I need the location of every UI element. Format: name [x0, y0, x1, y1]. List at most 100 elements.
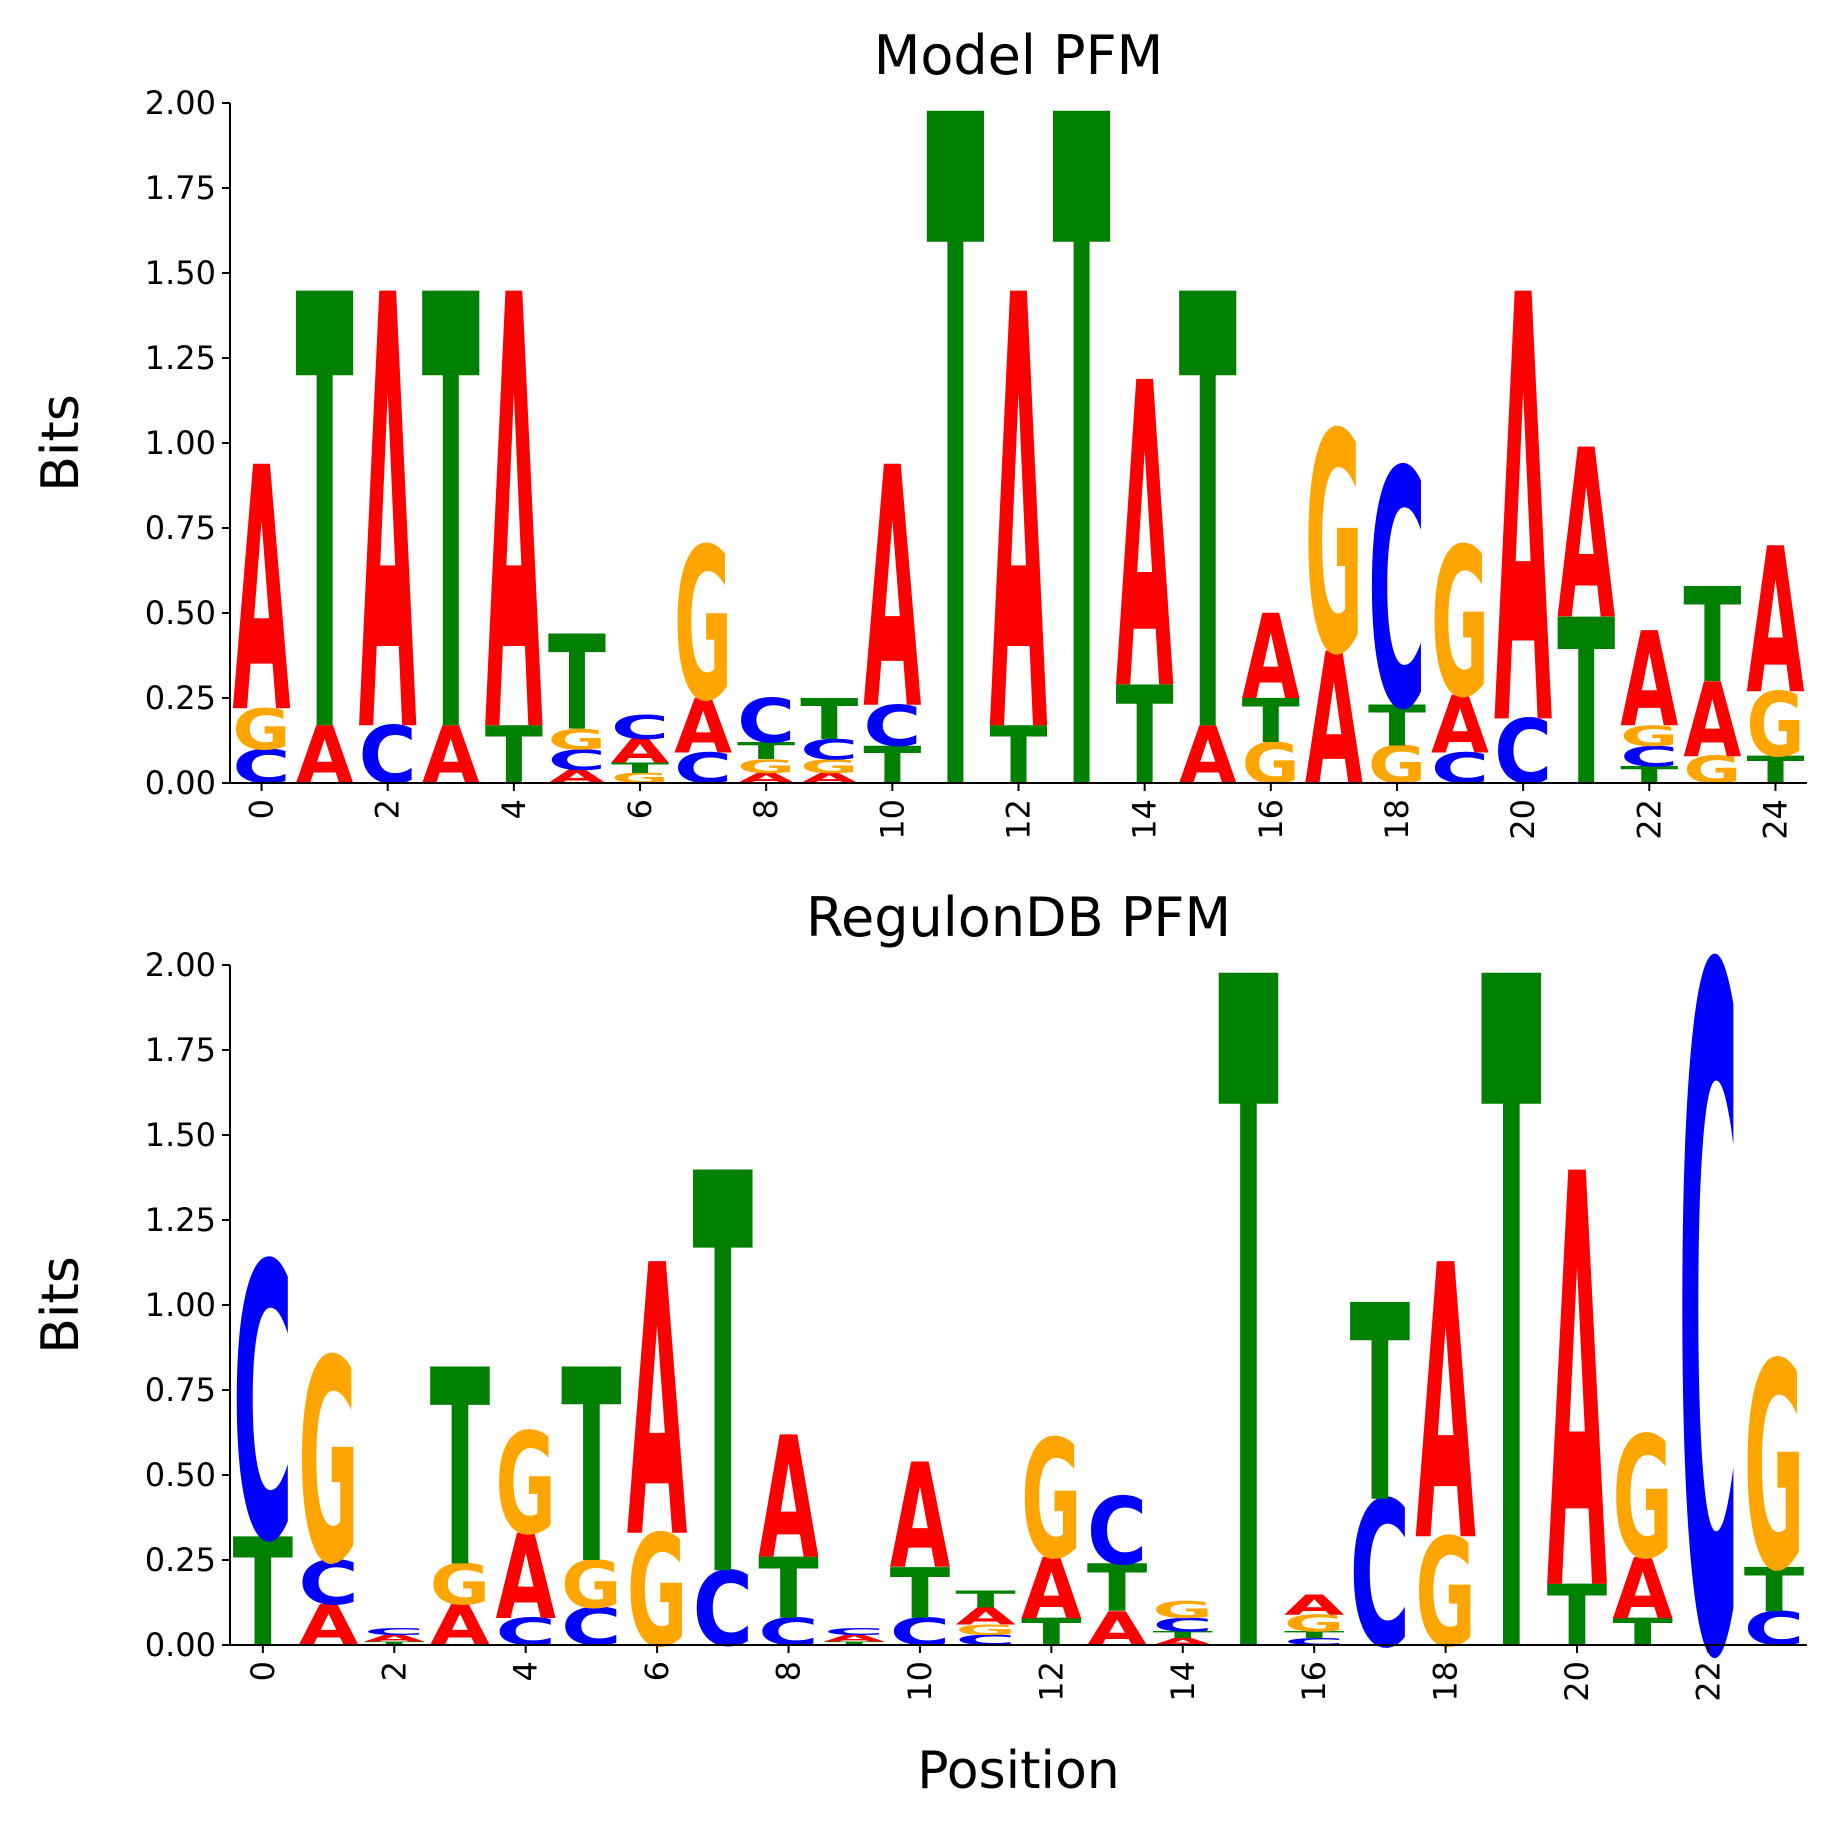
- letter-glyph: A: [758, 1401, 818, 1596]
- letter-glyph: A: [364, 1633, 424, 1644]
- letter-glyph: T: [1242, 686, 1300, 757]
- letter-glyph: A: [1116, 297, 1175, 784]
- letter-glyph: G: [1620, 720, 1678, 753]
- letter-glyph: A: [1179, 710, 1237, 802]
- letter-glyph: A: [296, 710, 354, 802]
- letter-glyph: A: [1284, 1589, 1345, 1621]
- y-tick-label: 1.75: [145, 1031, 216, 1069]
- letter-glyph: G: [548, 723, 606, 756]
- letter-glyph: A: [485, 174, 544, 867]
- y-tick-label: 1.50: [145, 1116, 216, 1154]
- letter-glyph: G: [674, 504, 732, 748]
- letter-glyph: A: [422, 710, 480, 802]
- letter-glyph: T: [1153, 1630, 1213, 1641]
- letter-glyph: C: [737, 686, 795, 757]
- y-tick-label: 1.75: [145, 169, 216, 207]
- letter-glyph: A: [233, 398, 291, 789]
- letter-glyph: G: [800, 756, 858, 778]
- chart-title: RegulonDB PFM: [806, 886, 1231, 949]
- letter-glyph: A: [1415, 1187, 1476, 1626]
- letter-glyph: G: [233, 698, 291, 763]
- letter-glyph: T: [422, 174, 480, 867]
- letter-glyph: T: [296, 174, 354, 867]
- letter-glyph: C: [364, 1626, 424, 1637]
- letter-glyph: G: [955, 1622, 1015, 1638]
- letter-glyph: T: [1481, 791, 1542, 1834]
- letter-glyph: A: [824, 1633, 884, 1644]
- letter-glyph: A: [1620, 605, 1678, 757]
- letter-glyph: C: [863, 694, 921, 759]
- letter-glyph: C: [674, 744, 732, 793]
- letter-glyph: T: [1179, 174, 1237, 867]
- letter-glyph: T: [430, 1313, 490, 1627]
- letter-glyph: C: [1153, 1615, 1213, 1637]
- y-tick-label: 0.25: [145, 679, 216, 717]
- x-tick-label: 18: [1427, 1661, 1465, 1702]
- letter-glyph: C: [1431, 744, 1489, 793]
- letter-glyph: G: [561, 1548, 621, 1624]
- letter-glyph: C: [611, 709, 669, 747]
- letter-glyph: C: [824, 1626, 884, 1637]
- letter-glyph: A: [298, 1594, 359, 1659]
- letter-glyph: G: [495, 1404, 555, 1567]
- letter-glyph: T: [1613, 1611, 1673, 1654]
- letter-glyph: A: [1547, 1057, 1608, 1718]
- x-tick-label: 12: [1000, 799, 1038, 840]
- letter-glyph: C: [800, 733, 858, 766]
- letter-glyph: A: [674, 684, 732, 771]
- letter-glyph: T: [1053, 0, 1111, 1001]
- letter-glyph: A: [430, 1594, 491, 1659]
- letter-glyph: A: [1021, 1541, 1082, 1638]
- x-tick-label: 24: [1756, 799, 1794, 840]
- letter-glyph: A: [359, 174, 418, 867]
- x-tick-label: 22: [1689, 1661, 1727, 1702]
- letter-glyph: A: [989, 174, 1048, 867]
- letter-glyph: C: [1678, 780, 1738, 1834]
- x-tick-label: 0: [244, 1661, 282, 1681]
- letter-glyph: G: [1744, 1303, 1804, 1634]
- x-tick-label: 4: [495, 799, 533, 819]
- x-tick-label: 18: [1378, 799, 1416, 840]
- y-axis-label: Bits: [31, 394, 91, 492]
- letter-glyph: A: [1153, 1636, 1213, 1647]
- letter-glyph: A: [611, 732, 669, 770]
- letter-glyph: A: [890, 1434, 951, 1602]
- letter-glyph: G: [1746, 674, 1804, 777]
- letter-glyph: G: [430, 1553, 490, 1618]
- letter-glyph: C: [1368, 402, 1426, 781]
- letter-glyph: T: [926, 0, 984, 1001]
- x-axis-label: Position: [917, 1741, 1119, 1801]
- letter-glyph: T: [758, 1541, 819, 1638]
- y-tick-label: 1.25: [145, 339, 216, 377]
- letter-glyph: T: [890, 1553, 950, 1634]
- letter-glyph: A: [1431, 679, 1489, 771]
- letter-glyph: C: [1744, 1602, 1804, 1656]
- letter-glyph: T: [1368, 694, 1426, 759]
- letter-glyph: T: [955, 1586, 1015, 1613]
- y-tick-label: 2.00: [145, 946, 216, 984]
- x-tick-label: 16: [1252, 799, 1290, 840]
- letter-glyph: A: [1242, 591, 1300, 727]
- x-tick-label: 6: [638, 1661, 676, 1681]
- x-tick-label: 22: [1630, 799, 1668, 840]
- letter-glyph: A: [1494, 174, 1553, 857]
- letter-glyph: C: [693, 1550, 753, 1669]
- x-tick-label: 10: [901, 1661, 939, 1702]
- letter-glyph: G: [1284, 1610, 1344, 1637]
- letter-glyph: G: [298, 1302, 358, 1627]
- x-tick-label: 0: [243, 799, 281, 819]
- letter-glyph: C: [1284, 1636, 1344, 1647]
- letter-glyph: T: [824, 1641, 885, 1646]
- letter-glyph: A: [1087, 1602, 1148, 1656]
- letter-glyph: T: [611, 760, 670, 776]
- letter-glyph: G: [1305, 369, 1363, 722]
- y-axis-label: Bits: [31, 1256, 91, 1354]
- y-tick-label: 1.00: [145, 1286, 216, 1324]
- letter-glyph: A: [495, 1511, 556, 1646]
- letter-glyph: A: [955, 1603, 1016, 1630]
- y-tick-label: 0.25: [145, 1541, 216, 1579]
- x-tick-label: 20: [1558, 1661, 1596, 1702]
- y-tick-label: 1.00: [145, 424, 216, 462]
- letter-glyph: A: [863, 397, 921, 783]
